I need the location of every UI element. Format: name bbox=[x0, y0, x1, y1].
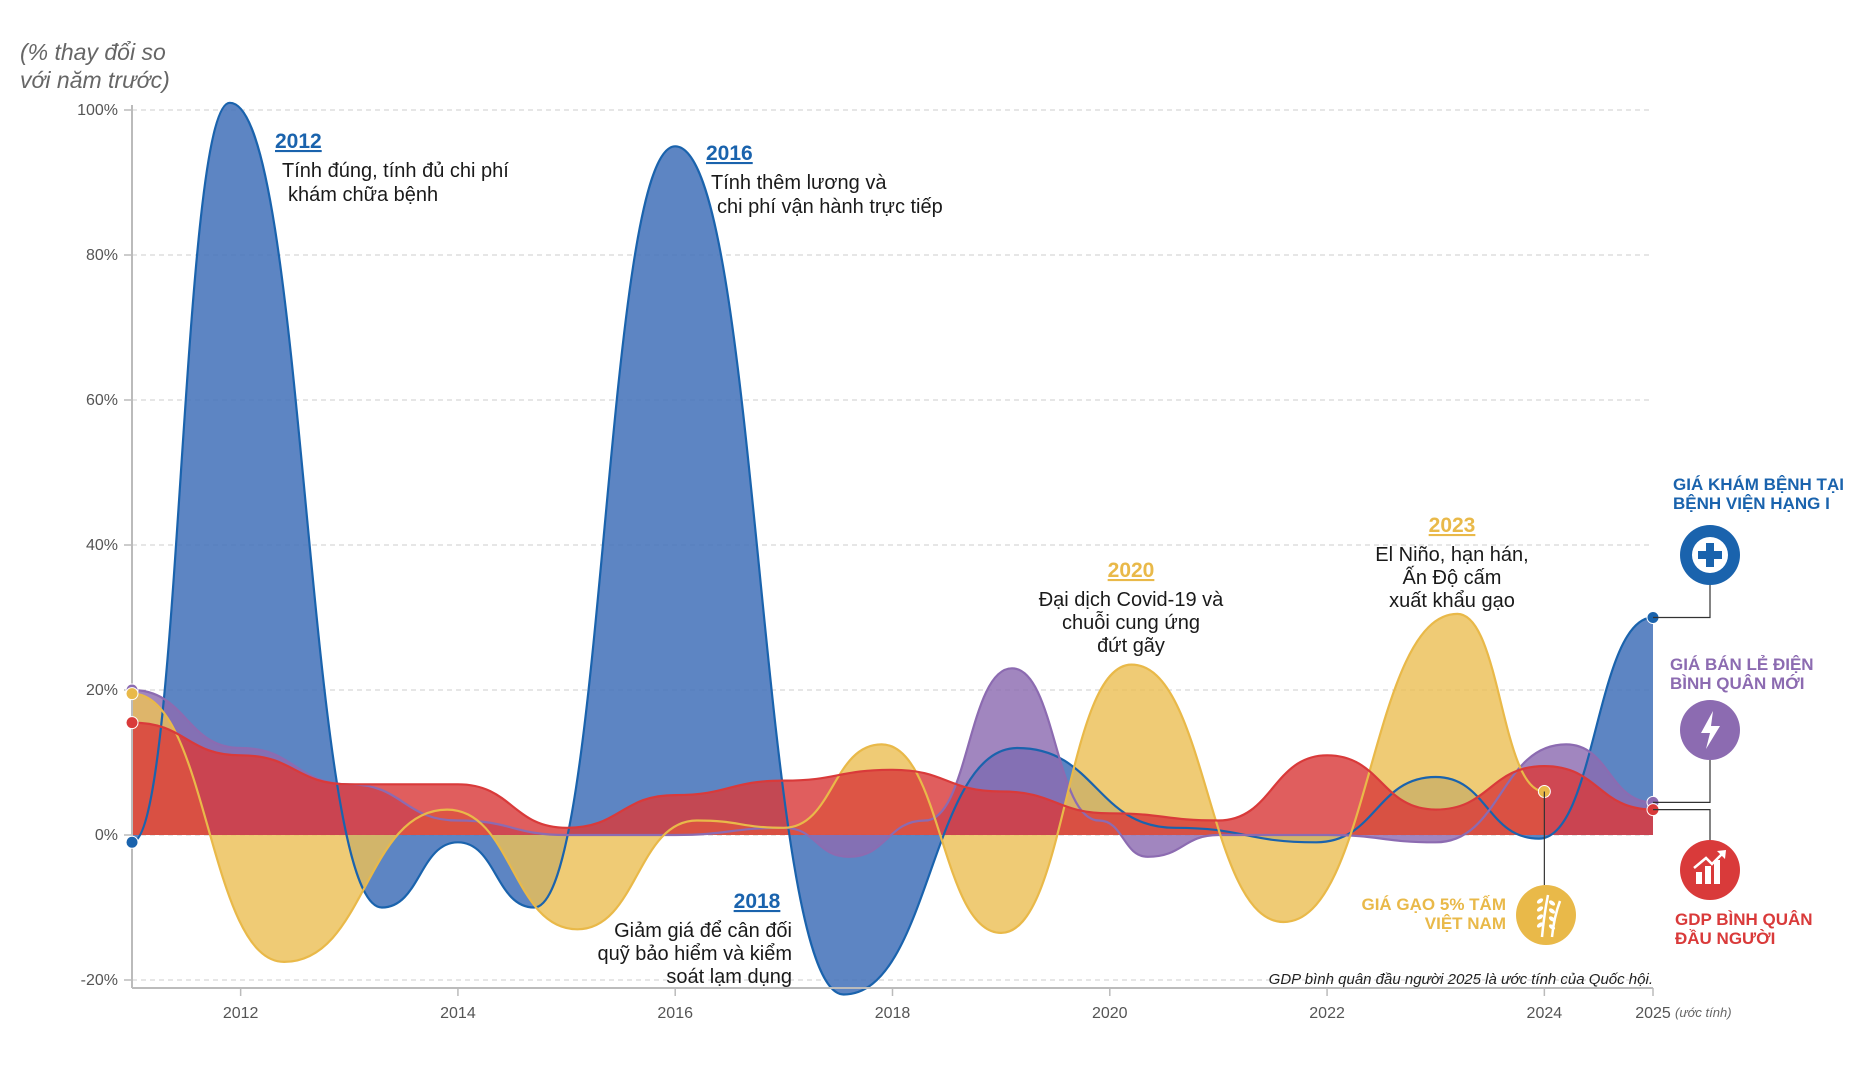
x-tick-label: 2016 bbox=[657, 1005, 693, 1022]
legend-label: GIÁ BÁN LẺ ĐIỆN bbox=[1670, 655, 1814, 674]
x-tick-label: 2012 bbox=[223, 1005, 259, 1022]
legend-label: BỆNH VIỆN HẠNG I bbox=[1673, 494, 1830, 513]
legend-label: GIÁ GẠO 5% TẤM bbox=[1361, 895, 1506, 914]
y-tick-label: 0% bbox=[95, 827, 118, 844]
annotation-text: soát lạm dụng bbox=[666, 966, 792, 988]
x-tick-label: 2018 bbox=[875, 1005, 911, 1022]
y-tick-label: 40% bbox=[86, 537, 118, 554]
y-tick-label: 80% bbox=[86, 247, 118, 264]
annotation-text: chuỗi cung ứng bbox=[1062, 611, 1200, 634]
x-tick-label: 2014 bbox=[440, 1005, 476, 1022]
y-axis-label-line-1: (% thay đổi so bbox=[20, 39, 166, 65]
y-tick-label: -20% bbox=[81, 972, 118, 989]
annotation-text: Tính thêm lương và bbox=[711, 172, 887, 194]
annotation-year: 2020 bbox=[1108, 559, 1155, 582]
series-line-0 bbox=[131, 101, 1654, 996]
y-tick-label: 20% bbox=[86, 682, 118, 699]
annotation-year: 2016 bbox=[706, 142, 753, 165]
series-start-dot bbox=[125, 687, 139, 701]
series-end-dots bbox=[125, 611, 1660, 849]
legend-leader-line bbox=[1653, 809, 1711, 840]
x-tick-label: 2022 bbox=[1309, 1005, 1345, 1022]
annotation-text: xuất khẩu gạo bbox=[1389, 590, 1515, 612]
series-line-1 bbox=[131, 667, 1654, 858]
rice-icon bbox=[1516, 885, 1576, 945]
annotation-year: 2023 bbox=[1429, 514, 1476, 537]
annotation-text: Giảm giá để cân đối bbox=[614, 920, 792, 942]
annotation-year: 2012 bbox=[275, 130, 322, 153]
annotation-text: Ấn Độ cấm bbox=[1403, 566, 1502, 589]
legend-label: VIỆT NAM bbox=[1425, 914, 1506, 933]
legend-leader-line bbox=[1653, 585, 1711, 619]
y-axis-label-line-2: với năm trước) bbox=[20, 67, 170, 93]
annotation-text: đứt gãy bbox=[1097, 635, 1165, 657]
x-tick-label: 2020 bbox=[1092, 1005, 1128, 1022]
annotation-text: Đại dịch Covid-19 và bbox=[1039, 589, 1224, 611]
legend-leader-line bbox=[1653, 760, 1711, 803]
series-lines bbox=[131, 101, 1654, 996]
growth-chart-icon bbox=[1680, 840, 1740, 900]
series-start-dot bbox=[125, 716, 139, 730]
y-tick-label: 100% bbox=[77, 102, 118, 119]
annotation-text: Tính đúng, tính đủ chi phí bbox=[282, 160, 509, 182]
series-line-3 bbox=[131, 721, 1654, 829]
series-start-dot bbox=[125, 835, 139, 849]
axes: 100%80%60%40%20%0%-20%2012 2014 2016 2018 20… bbox=[77, 102, 1731, 1022]
legend-label: ĐẦU NGƯỜI bbox=[1675, 929, 1775, 948]
x-tick-label: 2025 bbox=[1635, 1005, 1671, 1022]
series-line-2 bbox=[131, 612, 1545, 964]
legend-label: GIÁ KHÁM BỆNH TẠI bbox=[1673, 475, 1844, 494]
x-tick-label: 2024 bbox=[1527, 1005, 1563, 1022]
annotation-year: 2018 bbox=[734, 890, 781, 913]
legend-label: GDP BÌNH QUÂN bbox=[1675, 910, 1813, 929]
lightning-icon bbox=[1680, 700, 1740, 760]
x-tick-suffix: (ước tính) bbox=[1675, 1005, 1732, 1020]
medical-cross-icon bbox=[1680, 525, 1740, 585]
annotation-text: El Niño, hạn hán, bbox=[1375, 544, 1528, 566]
annotation-text: chi phí vận hành trực tiếp bbox=[717, 196, 943, 218]
annotation-text: quỹ bảo hiểm và kiểm bbox=[597, 943, 792, 965]
legend-label: BÌNH QUÂN MỚI bbox=[1670, 674, 1804, 693]
footnote: GDP bình quân đầu người 2025 là ước tính… bbox=[1269, 971, 1653, 988]
y-tick-label: 60% bbox=[86, 392, 118, 409]
annotation-text: khám chữa bệnh bbox=[288, 184, 438, 206]
